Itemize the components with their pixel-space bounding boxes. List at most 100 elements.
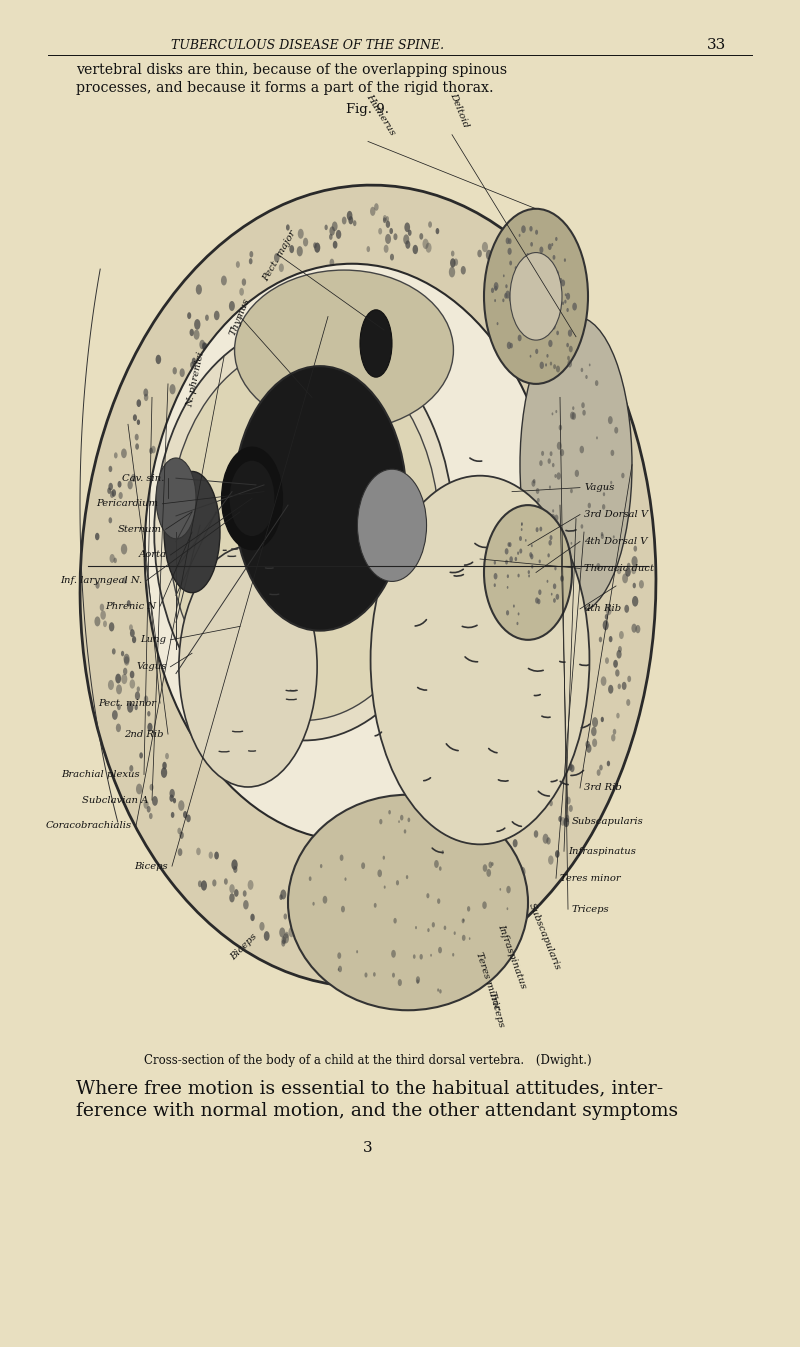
Circle shape: [305, 902, 309, 908]
Circle shape: [561, 329, 564, 334]
Circle shape: [178, 827, 181, 834]
Circle shape: [446, 819, 447, 822]
Circle shape: [568, 762, 573, 770]
Circle shape: [633, 583, 636, 589]
Text: Vagus: Vagus: [136, 663, 166, 671]
Circle shape: [554, 271, 559, 277]
Circle shape: [534, 830, 538, 838]
Circle shape: [624, 493, 627, 498]
Circle shape: [173, 797, 176, 803]
Circle shape: [506, 284, 508, 288]
Circle shape: [586, 404, 591, 411]
Circle shape: [555, 237, 558, 241]
Circle shape: [556, 365, 560, 373]
Circle shape: [481, 905, 485, 912]
Circle shape: [170, 384, 175, 395]
Circle shape: [413, 245, 418, 255]
Circle shape: [557, 473, 561, 480]
Circle shape: [518, 234, 521, 237]
Circle shape: [306, 932, 311, 939]
Circle shape: [361, 862, 365, 869]
Circle shape: [482, 242, 488, 252]
Circle shape: [144, 695, 148, 703]
Text: Pect. minor: Pect. minor: [98, 699, 156, 707]
Circle shape: [605, 614, 608, 620]
Circle shape: [229, 300, 235, 311]
Circle shape: [559, 277, 562, 283]
Circle shape: [486, 249, 492, 260]
Circle shape: [549, 303, 552, 308]
Circle shape: [109, 517, 112, 524]
Circle shape: [297, 247, 303, 256]
Circle shape: [553, 541, 556, 548]
Circle shape: [493, 280, 498, 288]
Circle shape: [532, 292, 534, 298]
Circle shape: [236, 261, 240, 268]
Circle shape: [513, 298, 518, 304]
Circle shape: [451, 251, 454, 256]
Text: Cross-section of the body of a child at the third dorsal vertebra. (Dwight.): Cross-section of the body of a child at …: [144, 1053, 592, 1067]
Circle shape: [505, 548, 509, 555]
Circle shape: [121, 544, 127, 555]
Text: processes, and because it forms a part of the rigid thorax.: processes, and because it forms a part o…: [76, 81, 494, 94]
Circle shape: [289, 927, 294, 938]
Circle shape: [243, 900, 249, 909]
Circle shape: [565, 294, 566, 296]
Circle shape: [144, 393, 148, 401]
Circle shape: [550, 515, 555, 521]
Circle shape: [418, 908, 424, 917]
Circle shape: [202, 342, 207, 352]
Text: Subscapularis: Subscapularis: [526, 901, 562, 971]
Circle shape: [233, 866, 238, 873]
Circle shape: [439, 897, 444, 905]
Circle shape: [194, 319, 201, 330]
Circle shape: [567, 356, 570, 361]
Circle shape: [342, 217, 346, 225]
Circle shape: [609, 531, 613, 539]
Circle shape: [403, 932, 407, 940]
Circle shape: [242, 890, 246, 897]
Circle shape: [230, 893, 234, 902]
Circle shape: [366, 247, 370, 252]
Circle shape: [561, 279, 565, 287]
Circle shape: [610, 450, 614, 457]
Circle shape: [577, 370, 581, 379]
Circle shape: [408, 229, 411, 236]
Circle shape: [521, 523, 522, 525]
Circle shape: [386, 216, 389, 222]
Circle shape: [259, 921, 265, 931]
Circle shape: [385, 234, 391, 244]
Circle shape: [196, 847, 201, 855]
Circle shape: [545, 310, 551, 319]
Circle shape: [614, 427, 618, 434]
Text: Humerus: Humerus: [364, 93, 397, 137]
Text: Deltoid: Deltoid: [448, 92, 470, 129]
Circle shape: [528, 570, 530, 574]
Circle shape: [558, 424, 562, 431]
Circle shape: [442, 933, 446, 939]
Circle shape: [283, 913, 287, 920]
Circle shape: [192, 357, 196, 365]
Circle shape: [178, 849, 182, 857]
Circle shape: [556, 330, 559, 335]
Circle shape: [506, 886, 510, 893]
Circle shape: [373, 973, 376, 977]
Circle shape: [426, 242, 431, 253]
Circle shape: [606, 605, 612, 616]
Circle shape: [124, 656, 130, 665]
Circle shape: [558, 548, 561, 552]
Circle shape: [604, 566, 610, 575]
Circle shape: [122, 674, 127, 684]
Circle shape: [374, 902, 377, 908]
Circle shape: [478, 249, 482, 257]
Circle shape: [618, 647, 622, 652]
Circle shape: [549, 540, 552, 546]
Circle shape: [416, 977, 420, 983]
Circle shape: [519, 536, 522, 541]
Circle shape: [574, 470, 579, 477]
Circle shape: [582, 403, 585, 408]
Circle shape: [524, 283, 526, 287]
Circle shape: [384, 885, 386, 889]
Circle shape: [610, 435, 615, 443]
Circle shape: [512, 869, 518, 878]
